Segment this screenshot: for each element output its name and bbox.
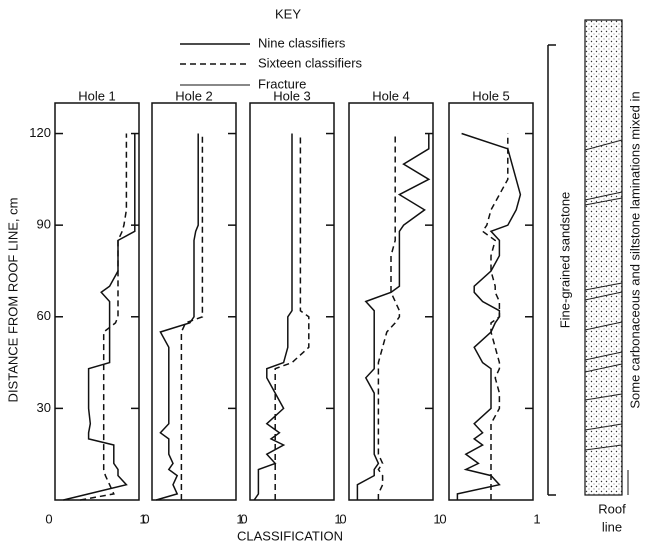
y-tick-label: 90 bbox=[37, 217, 51, 232]
x-tick-label: 0 bbox=[45, 511, 52, 526]
key-entry: Fracture bbox=[258, 76, 306, 91]
x-tick-label: 1 bbox=[533, 511, 540, 526]
x-tick-label: 0 bbox=[142, 511, 149, 526]
y-axis-label: DISTANCE FROM ROOF LINE, cm bbox=[5, 198, 20, 403]
key-entry: Nine classifiers bbox=[258, 35, 346, 50]
x-tick-label: 1 bbox=[236, 511, 243, 526]
x-tick-label: 0 bbox=[339, 511, 346, 526]
series-line bbox=[456, 132, 522, 500]
series-line bbox=[274, 133, 310, 500]
panel-frame bbox=[448, 102, 534, 501]
panel-frame bbox=[348, 102, 434, 501]
x-tick-label: 1 bbox=[139, 511, 146, 526]
panel-frame bbox=[151, 102, 237, 501]
roof-label: Roof bbox=[598, 501, 626, 516]
series-line bbox=[63, 133, 136, 501]
roof-label: line bbox=[602, 519, 622, 534]
x-tick-label: 0 bbox=[240, 511, 247, 526]
strat-column bbox=[584, 19, 623, 496]
series-line bbox=[253, 133, 293, 501]
column-label: Fine-grained sandstone bbox=[557, 192, 572, 329]
panel-title: Hole 4 bbox=[372, 88, 410, 103]
key-entry: Sixteen classifiers bbox=[258, 55, 363, 70]
panel-frame bbox=[249, 102, 335, 501]
panel-frame bbox=[54, 102, 140, 501]
series-line bbox=[155, 133, 199, 501]
series-line bbox=[80, 133, 128, 501]
panel-title: Hole 2 bbox=[175, 88, 213, 103]
series-line bbox=[356, 133, 431, 500]
series-line bbox=[481, 133, 509, 500]
x-axis-label: CLASSIFICATION bbox=[237, 528, 343, 543]
key-title: KEY bbox=[275, 6, 301, 21]
panel-title: Hole 5 bbox=[472, 88, 510, 103]
y-tick-label: 30 bbox=[37, 400, 51, 415]
x-tick-label: 1 bbox=[433, 511, 440, 526]
series-line bbox=[180, 133, 204, 500]
x-tick-label: 0 bbox=[439, 511, 446, 526]
column-note: Some carbonaceous and siltstone laminati… bbox=[627, 91, 642, 408]
panel-title: Hole 3 bbox=[273, 88, 311, 103]
series-line bbox=[377, 133, 401, 500]
y-tick-label: 60 bbox=[37, 308, 51, 323]
panel-title: Hole 1 bbox=[78, 88, 116, 103]
laminations bbox=[584, 139, 623, 451]
x-tick-label: 1 bbox=[334, 511, 341, 526]
y-tick-label: 120 bbox=[29, 125, 51, 140]
